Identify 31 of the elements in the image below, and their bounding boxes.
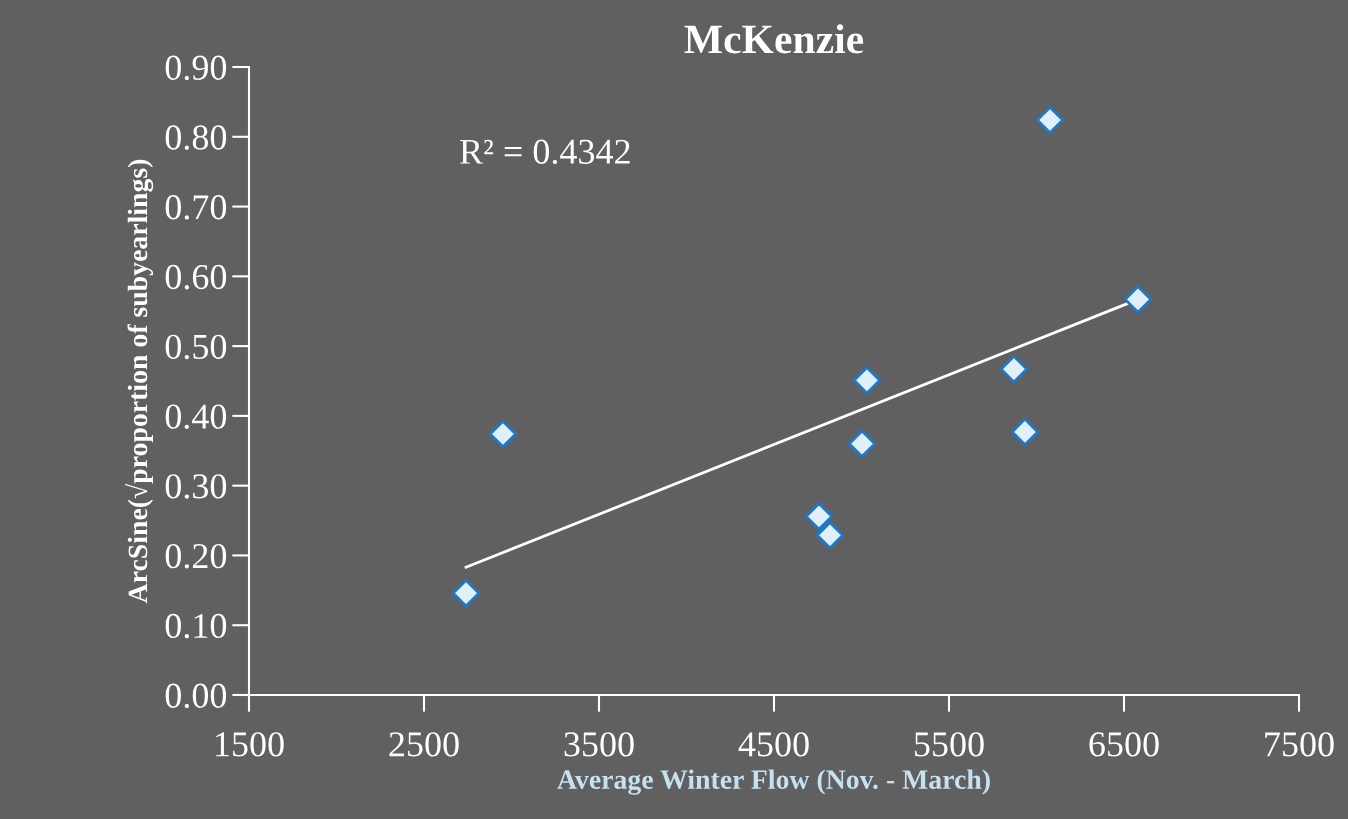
x-tick-label: 7500 bbox=[1265, 732, 1334, 757]
point bbox=[488, 419, 518, 449]
point bbox=[1035, 105, 1065, 135]
y-tick-label: 0.50 bbox=[165, 334, 227, 360]
point bbox=[815, 521, 845, 550]
y-tick-label: 0.00 bbox=[165, 683, 227, 709]
y-tick-label: 0.20 bbox=[165, 543, 227, 569]
chart-title: McKenzie bbox=[684, 24, 864, 54]
x-tick-label: 2500 bbox=[389, 732, 459, 757]
y-tick-label: 0.70 bbox=[165, 195, 227, 220]
point bbox=[847, 429, 877, 458]
x-tick-label: 5500 bbox=[914, 732, 984, 757]
point bbox=[999, 354, 1029, 384]
y-tick-label: 0.60 bbox=[165, 264, 227, 290]
x-tick-label: 3500 bbox=[564, 732, 634, 757]
y-tick-label: 0.10 bbox=[165, 613, 227, 639]
y-axis-title: ArcSine(√proportion of subyearlings) bbox=[125, 159, 154, 604]
point bbox=[804, 502, 834, 531]
x-tick-label: 1500 bbox=[216, 732, 284, 757]
point bbox=[451, 578, 481, 608]
annotation: R² = 0.4342 bbox=[460, 139, 630, 165]
point bbox=[852, 366, 882, 395]
point bbox=[1123, 285, 1153, 314]
y-tick-label: 0.80 bbox=[165, 125, 227, 150]
point bbox=[1010, 417, 1040, 447]
y-tick-label: 0.30 bbox=[165, 474, 227, 499]
x-axis-title: Average Winter Flow (Nov. - March) bbox=[557, 769, 990, 795]
y-tick-label: 0.90 bbox=[165, 55, 227, 81]
y-tick-label: 0.40 bbox=[165, 404, 227, 429]
x-tick-label: 4500 bbox=[738, 732, 809, 757]
x-tick-label: 6500 bbox=[1089, 732, 1159, 757]
